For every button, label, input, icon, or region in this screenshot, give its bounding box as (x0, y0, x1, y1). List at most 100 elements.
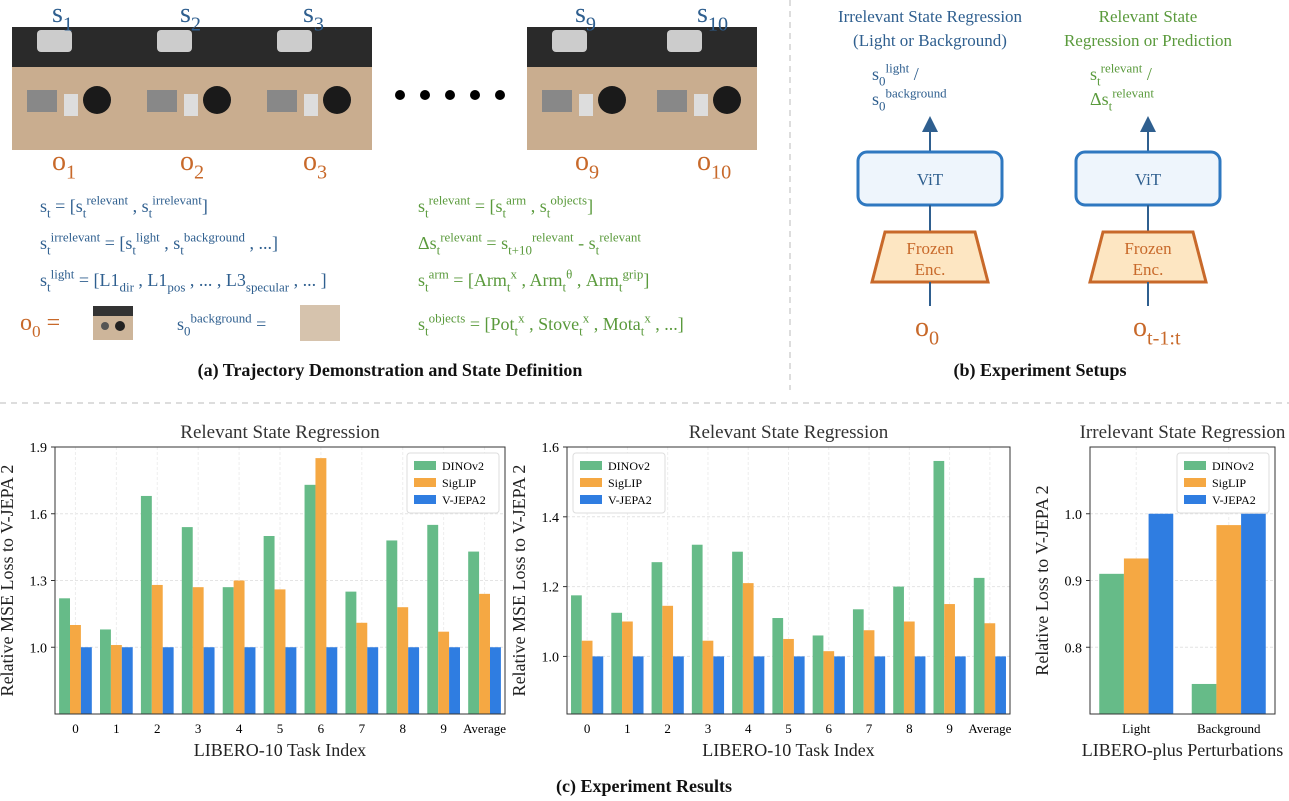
text-part: t (507, 279, 511, 294)
bar (914, 656, 926, 714)
bar (345, 591, 357, 714)
bar (1191, 683, 1217, 714)
pan (83, 86, 111, 114)
x-tick-label: Average (968, 721, 1011, 736)
text-part: s (872, 89, 879, 109)
y-tick-label: 1.6 (542, 441, 560, 456)
observation-label: o1 (52, 146, 76, 183)
text-part: 3 (317, 161, 327, 183)
bar (1099, 573, 1124, 714)
setup-title: Relevant State (1099, 7, 1198, 26)
text-part: 0 (879, 98, 885, 113)
text-part: = [L1 (74, 270, 119, 290)
text-part: o (575, 146, 589, 177)
bar (702, 640, 714, 714)
bar (397, 607, 409, 714)
x-tick-label: 6 (826, 721, 833, 736)
bar (973, 577, 985, 714)
chart-title: Relevant State Regression (180, 422, 380, 443)
bar (691, 544, 703, 714)
observation-label: o2 (180, 146, 204, 183)
bar (285, 647, 297, 714)
legend-label: SigLIP (1212, 476, 1246, 490)
setup-title: (Light or Background) (853, 31, 1007, 50)
bar (753, 656, 765, 714)
formula: stobjects = [Pottx , Stovetx , Motatx , … (418, 310, 684, 338)
text-part: s (180, 0, 191, 29)
y-tick-label: 1.4 (542, 511, 560, 526)
bar (592, 656, 604, 714)
text-part: , ...] (245, 233, 278, 253)
formula: stirrelevant = [stlight , stbackground ,… (40, 229, 278, 257)
x-tick-label: 5 (785, 721, 792, 736)
legend-swatch (1184, 495, 1206, 504)
bar (1216, 525, 1242, 714)
x-tick-label: 8 (399, 721, 406, 736)
pot (64, 94, 78, 116)
text-part: = (41, 310, 61, 336)
text-part: 2 (191, 13, 201, 35)
text-part: objects (550, 192, 587, 207)
formula: strelevant = [starm , stobjects] (418, 192, 593, 220)
legend-label: SigLIP (608, 476, 642, 490)
x-tick-label: 2 (664, 721, 671, 736)
text-part: , ... , L3 (185, 270, 246, 290)
bar (315, 458, 327, 714)
text-part: o (52, 146, 66, 177)
text-part: pos (167, 279, 185, 294)
text-part: relevant (86, 192, 128, 207)
text-part: t (149, 205, 153, 220)
stove (657, 90, 687, 112)
y-tick-label: 1.0 (1065, 508, 1083, 523)
text-part: , s (160, 233, 181, 253)
text-part: t (83, 205, 87, 220)
legend-label: DINOv2 (442, 459, 484, 473)
robot-arm (37, 30, 72, 52)
bar (162, 647, 174, 714)
text-part: t (47, 242, 51, 257)
robot-arm (667, 30, 702, 52)
caption: (b) Experiment Setups (953, 360, 1126, 381)
state-label: s9 (575, 0, 596, 35)
pot (579, 94, 593, 116)
bar (408, 647, 420, 714)
text-part: relevant (1112, 85, 1154, 100)
legend-label: V-JEPA2 (608, 493, 652, 507)
bar (1123, 558, 1149, 714)
y-axis-label: Relative MSE Loss to V-JEPA 2 (509, 465, 529, 697)
text-part: t (563, 279, 567, 294)
y-tick-label: 1.0 (30, 641, 48, 656)
x-axis-label: LIBERO-plus Perturbations (1082, 740, 1283, 760)
pan (203, 86, 231, 114)
text-part: s (303, 0, 314, 29)
bar (944, 604, 955, 714)
text-part: t (47, 205, 51, 220)
legend-label: V-JEPA2 (1212, 493, 1256, 507)
state-label: s1 (52, 0, 73, 35)
text-part: 0 (879, 73, 885, 88)
text-part: irrelevant (51, 229, 101, 244)
plot-frame (1089, 446, 1276, 715)
robot-arm (277, 30, 312, 52)
bar (893, 586, 904, 714)
bar (863, 630, 875, 714)
x-tick-label: 5 (277, 721, 284, 736)
bar (356, 622, 368, 714)
legend-label: DINOv2 (608, 459, 650, 473)
text-part: x (583, 310, 590, 325)
bar (427, 524, 439, 714)
text-part: Δs (418, 233, 437, 253)
legend-swatch (414, 495, 436, 504)
thumbnail (300, 305, 340, 341)
bar (933, 460, 945, 714)
text-part: s (52, 0, 63, 29)
y-tick-label: 1.2 (542, 581, 560, 596)
bar (151, 584, 163, 714)
setup-title: Irrelevant State Regression (838, 7, 1023, 26)
text-part: t (425, 205, 429, 220)
text-part: relevant (599, 229, 641, 244)
x-tick-label: 3 (705, 721, 712, 736)
bar (479, 593, 490, 714)
text-part: t (1109, 98, 1113, 113)
